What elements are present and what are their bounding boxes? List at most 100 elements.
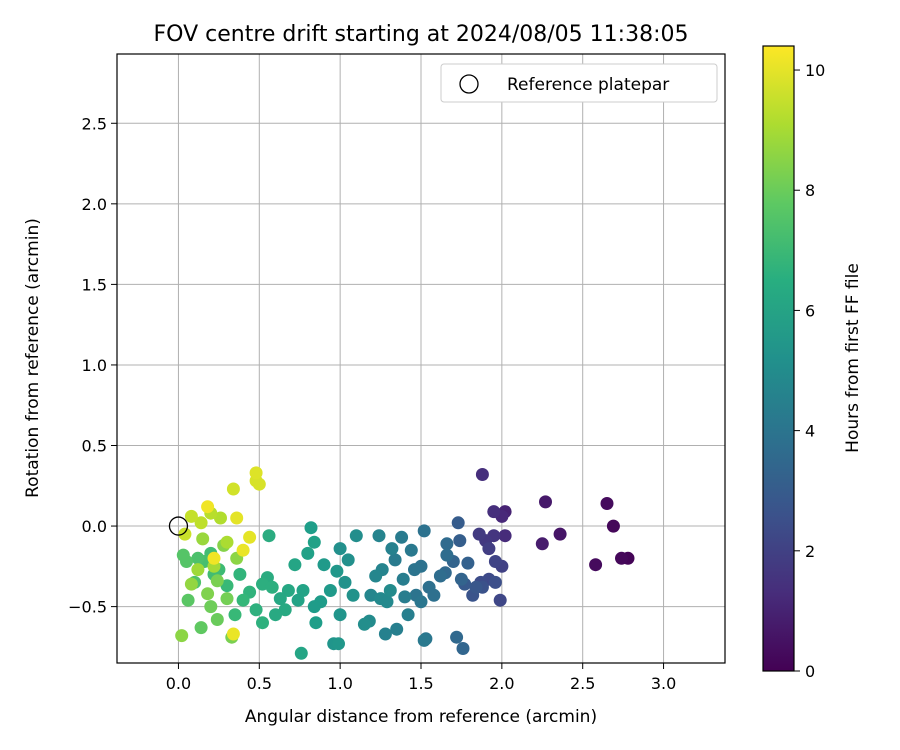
- scatter-point: [341, 553, 355, 567]
- colorbar-tick-label: 10: [805, 61, 825, 80]
- scatter-point: [380, 595, 394, 609]
- colorbar-tick-label: 6: [805, 301, 815, 320]
- scatter-point: [417, 633, 431, 647]
- scatter-point: [309, 616, 323, 630]
- x-axis-ticks: 0.0 0.5 1.0 1.5 2.0 2.5 3.0: [166, 663, 676, 693]
- y-tick-label: 0.0: [82, 517, 107, 536]
- x-tick-label: 2.5: [570, 674, 595, 693]
- scatter-point: [472, 527, 486, 541]
- scatter-point: [236, 543, 250, 557]
- scatter-point: [422, 580, 436, 594]
- scatter-point: [338, 575, 352, 589]
- scatter-point: [207, 551, 221, 565]
- scatter-point: [401, 608, 415, 622]
- colorbar-tick-label: 2: [805, 542, 815, 561]
- scatter-point: [330, 564, 344, 578]
- scatter-point: [194, 621, 208, 635]
- scatter-point: [256, 616, 269, 630]
- scatter-point: [369, 569, 383, 583]
- scatter-point: [184, 577, 198, 591]
- x-tick-label: 1.5: [408, 674, 433, 693]
- scatter-point: [269, 608, 282, 622]
- scatter-point: [398, 590, 412, 604]
- scatter-point: [475, 468, 489, 481]
- scatter-point: [181, 593, 195, 607]
- colorbar-tick-label: 0: [805, 662, 815, 681]
- scatter-point: [440, 548, 454, 562]
- scatter-point: [304, 521, 318, 535]
- scatter-point: [243, 530, 257, 544]
- scatter-point: [228, 608, 242, 622]
- scatter-point: [553, 527, 567, 541]
- legend-box: [440, 63, 718, 103]
- x-tick-label: 3.0: [651, 674, 676, 693]
- scatter-point: [488, 575, 502, 589]
- scatter-point: [307, 600, 321, 614]
- scatter-point: [184, 509, 198, 523]
- scatter-point: [265, 580, 279, 594]
- scatter-point: [281, 584, 295, 597]
- scatter-point: [488, 555, 502, 568]
- scatter-point: [226, 627, 240, 641]
- scatter-point: [454, 572, 468, 586]
- scatter-point: [201, 500, 215, 514]
- scatter-point: [535, 537, 549, 551]
- scatter-point: [600, 497, 614, 510]
- reference-platepar-marker: [168, 516, 189, 536]
- y-tick-label: 2.0: [82, 195, 107, 214]
- scatter-point: [196, 532, 210, 546]
- scatter-point: [176, 548, 190, 562]
- scatter-point: [252, 477, 266, 491]
- scatter-point: [333, 542, 347, 556]
- scatter-point: [451, 516, 465, 530]
- scatter-point: [498, 529, 512, 543]
- scatter-point: [307, 535, 321, 549]
- scatter-point: [378, 627, 392, 641]
- scatter-point: [461, 556, 475, 570]
- scatter-point: [178, 527, 192, 541]
- y-axis-ticks: −0.5 0.0 0.5 1.0 1.5 2.0 2.5: [68, 114, 117, 617]
- scatter-point: [220, 535, 234, 549]
- scatter-point: [469, 580, 483, 594]
- scatter-point: [433, 569, 447, 583]
- scatter-point: [288, 558, 302, 572]
- scatter-point: [294, 646, 308, 660]
- scatter-point: [357, 617, 371, 631]
- scatter-point: [456, 642, 470, 655]
- y-axis-label: Rotation from reference (arcmin): [23, 218, 43, 498]
- scatter-point: [332, 637, 345, 651]
- colorbar-label: Hours from first FF file: [843, 263, 863, 453]
- scatter-point: [278, 603, 292, 617]
- chart-title: FOV centre drift starting at 2024/08/05 …: [154, 22, 689, 47]
- scatter-point: [273, 592, 287, 606]
- scatter-point: [175, 629, 189, 643]
- scatter-point: [301, 546, 315, 560]
- scatter-point: [487, 505, 501, 519]
- scatter-point: [233, 567, 247, 581]
- scatter-point: [317, 558, 331, 572]
- reference-marker-group: [168, 516, 189, 536]
- scatter-point: [482, 542, 496, 556]
- scatter-point: [214, 511, 227, 525]
- scatter-point: [349, 529, 363, 543]
- scatter-point: [404, 543, 418, 557]
- legend: Reference platepar: [440, 63, 718, 103]
- scatter-point: [262, 529, 276, 543]
- scatter-point: [493, 593, 507, 607]
- scatter-point: [417, 524, 431, 538]
- scatter-point: [230, 511, 244, 525]
- scatter-point: [210, 574, 224, 588]
- scatter-point: [333, 608, 347, 622]
- scatter-point: [191, 551, 205, 565]
- colorbar: 0 2 4 6 8 10 Hours from first FF file: [762, 45, 863, 681]
- scatter-point: [201, 587, 215, 601]
- scatter-point: [440, 537, 454, 551]
- x-axis-label: Angular distance from reference (arcmin): [245, 707, 597, 727]
- scatter-point: [204, 600, 218, 614]
- scatter-point: [249, 603, 263, 617]
- grid: [117, 54, 725, 663]
- y-tick-label: −0.5: [68, 598, 107, 617]
- scatter-points: [175, 466, 635, 660]
- scatter-point: [539, 495, 552, 509]
